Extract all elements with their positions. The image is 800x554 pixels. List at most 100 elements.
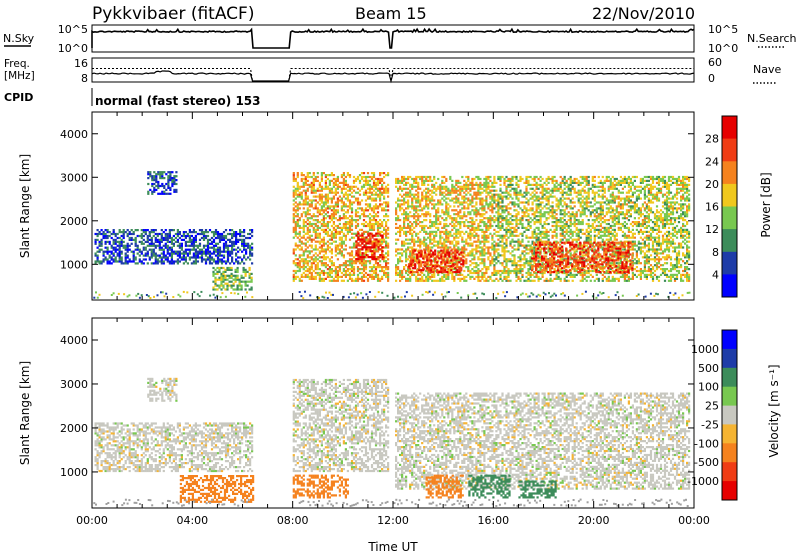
echo-cell — [533, 250, 536, 253]
echo-cell — [415, 209, 418, 212]
echo-cell — [175, 182, 178, 186]
echo-cell — [521, 264, 524, 267]
echo-cell — [214, 231, 218, 234]
echo-cell — [212, 258, 216, 261]
echo-cell — [364, 221, 368, 224]
echo-cell — [412, 267, 415, 270]
echo-cell — [251, 248, 254, 251]
echo-cell — [248, 274, 251, 277]
echo-cell — [413, 230, 416, 233]
echo-cell — [318, 256, 321, 259]
echo-cell — [435, 187, 438, 190]
echo-cell — [457, 201, 460, 204]
echo-cell — [533, 189, 536, 192]
echo-cell — [485, 197, 488, 200]
echo-cell — [441, 203, 444, 206]
echo-cell — [171, 182, 174, 186]
echo-cell — [202, 246, 206, 249]
echo-cell — [376, 226, 380, 229]
echo-cell — [328, 279, 331, 282]
echo-cell — [324, 222, 327, 226]
echo-cell — [503, 191, 506, 194]
echo-cell — [324, 181, 327, 184]
echo-cell — [537, 195, 540, 198]
echo-cell — [110, 258, 113, 261]
echo-cell — [298, 193, 301, 196]
echo-cell — [357, 242, 360, 245]
echo-cell — [120, 238, 123, 241]
echo-cell — [531, 203, 534, 206]
echo-cell — [421, 181, 424, 184]
echo-cell — [447, 232, 450, 235]
echo-cell — [364, 256, 368, 259]
echo-cell — [350, 269, 354, 273]
echo-cell — [222, 274, 225, 277]
echo-cell — [356, 177, 360, 181]
echo-cell — [208, 242, 212, 245]
echo-cell — [166, 260, 169, 263]
echo-cell — [493, 197, 496, 200]
echo-cell — [348, 174, 352, 177]
echo-cell — [460, 267, 463, 270]
echo-cell — [407, 258, 410, 261]
echo-cell — [312, 213, 315, 216]
echo-cell — [426, 259, 429, 262]
echo-cell — [356, 273, 360, 276]
echo-cell — [220, 254, 224, 257]
echo-cell — [425, 195, 428, 198]
echo-cell — [479, 213, 482, 216]
echo-cell — [409, 189, 412, 192]
echo-cell — [385, 262, 388, 265]
echo-cell — [519, 269, 522, 273]
echo-cell — [383, 228, 386, 231]
echo-cell — [354, 277, 358, 280]
echo-cell — [170, 250, 173, 253]
echo-cell — [511, 264, 514, 267]
echo-cell — [411, 273, 414, 276]
echo-cell — [318, 185, 321, 188]
echo-cell — [352, 268, 356, 271]
echo-cell — [463, 205, 466, 208]
echo-cell — [367, 232, 370, 235]
echo-cell — [527, 201, 530, 204]
echo-cell — [435, 213, 438, 216]
echo-cell — [463, 232, 466, 235]
echo-cell — [425, 246, 428, 249]
echo-cell — [441, 230, 444, 233]
echo-cell — [413, 273, 416, 276]
echo-cell — [364, 271, 368, 275]
echo-cell — [356, 224, 360, 228]
echo-cell — [172, 262, 175, 265]
echo-cell — [415, 175, 418, 179]
echo-cell — [320, 277, 323, 280]
echo-cell — [350, 228, 354, 231]
echo-cell — [371, 242, 374, 245]
echo-cell — [383, 207, 386, 210]
echo-cell — [397, 177, 400, 181]
echo-cell — [108, 260, 111, 263]
echo-cell — [517, 256, 520, 259]
echo-cell — [527, 209, 530, 212]
echo-cell — [405, 193, 408, 196]
echo-cell — [344, 275, 347, 278]
echo-cell — [344, 193, 347, 196]
echo-cell — [453, 213, 456, 216]
echo-cell — [352, 269, 356, 273]
echo-cell — [435, 189, 438, 192]
echo-cell — [444, 251, 447, 254]
echo-cell — [336, 179, 339, 182]
echo-cell — [368, 207, 372, 210]
echo-cell — [160, 260, 163, 263]
echo-cell — [429, 275, 432, 278]
echo-cell — [469, 201, 472, 204]
echo-cell — [182, 232, 185, 236]
echo-cell — [334, 224, 337, 228]
echo-cell — [429, 246, 432, 249]
echo-cell — [350, 207, 354, 210]
echo-cell — [152, 229, 155, 232]
echo-cell — [336, 211, 339, 214]
echo-cell — [407, 187, 410, 190]
echo-cell — [411, 232, 414, 235]
echo-cell — [529, 187, 532, 190]
echo-cell — [308, 209, 311, 212]
